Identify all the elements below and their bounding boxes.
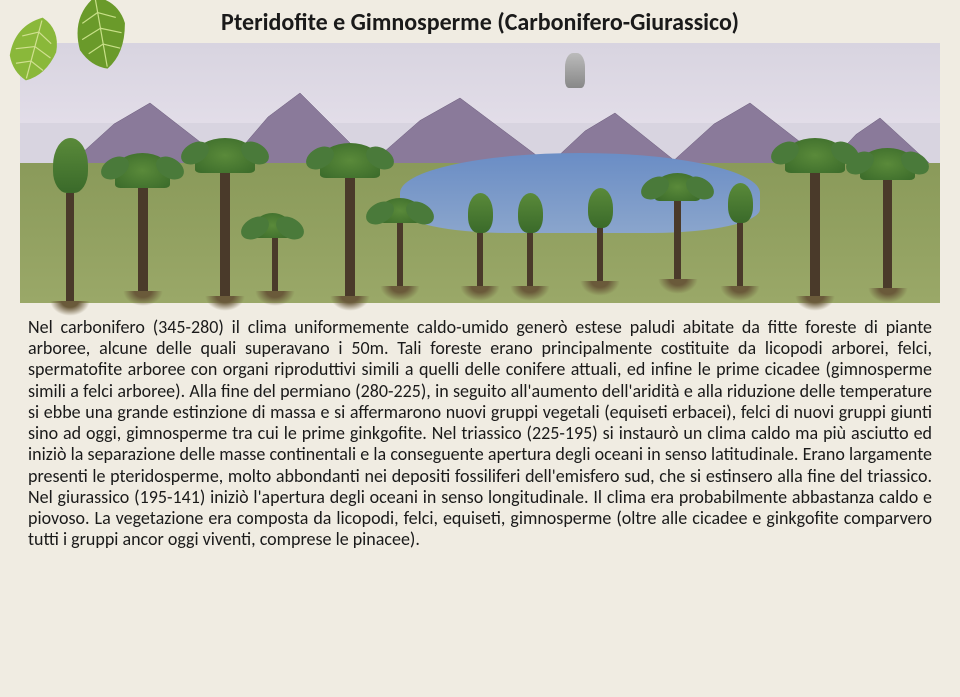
tree-icon: [380, 198, 420, 301]
tree-icon: [320, 143, 380, 311]
tree-icon: [720, 183, 760, 301]
tree-icon: [255, 213, 295, 306]
paleobotany-illustration: [20, 43, 940, 303]
tree-icon: [785, 138, 845, 311]
tree-icon: [655, 173, 700, 294]
tree-icon: [860, 148, 915, 303]
body-paragraph: Nel carbonifero (345-280) il clima unifo…: [0, 317, 960, 551]
leaf-decoration-icon: [0, 0, 140, 90]
tree-icon: [510, 193, 550, 301]
tree-icon: [460, 193, 500, 301]
tree-icon: [580, 188, 620, 296]
tree-icon: [50, 138, 90, 316]
tree-icon: [115, 153, 170, 306]
page-title: Pteridofite e Gimnosperme (Carbonifero-G…: [0, 0, 960, 43]
